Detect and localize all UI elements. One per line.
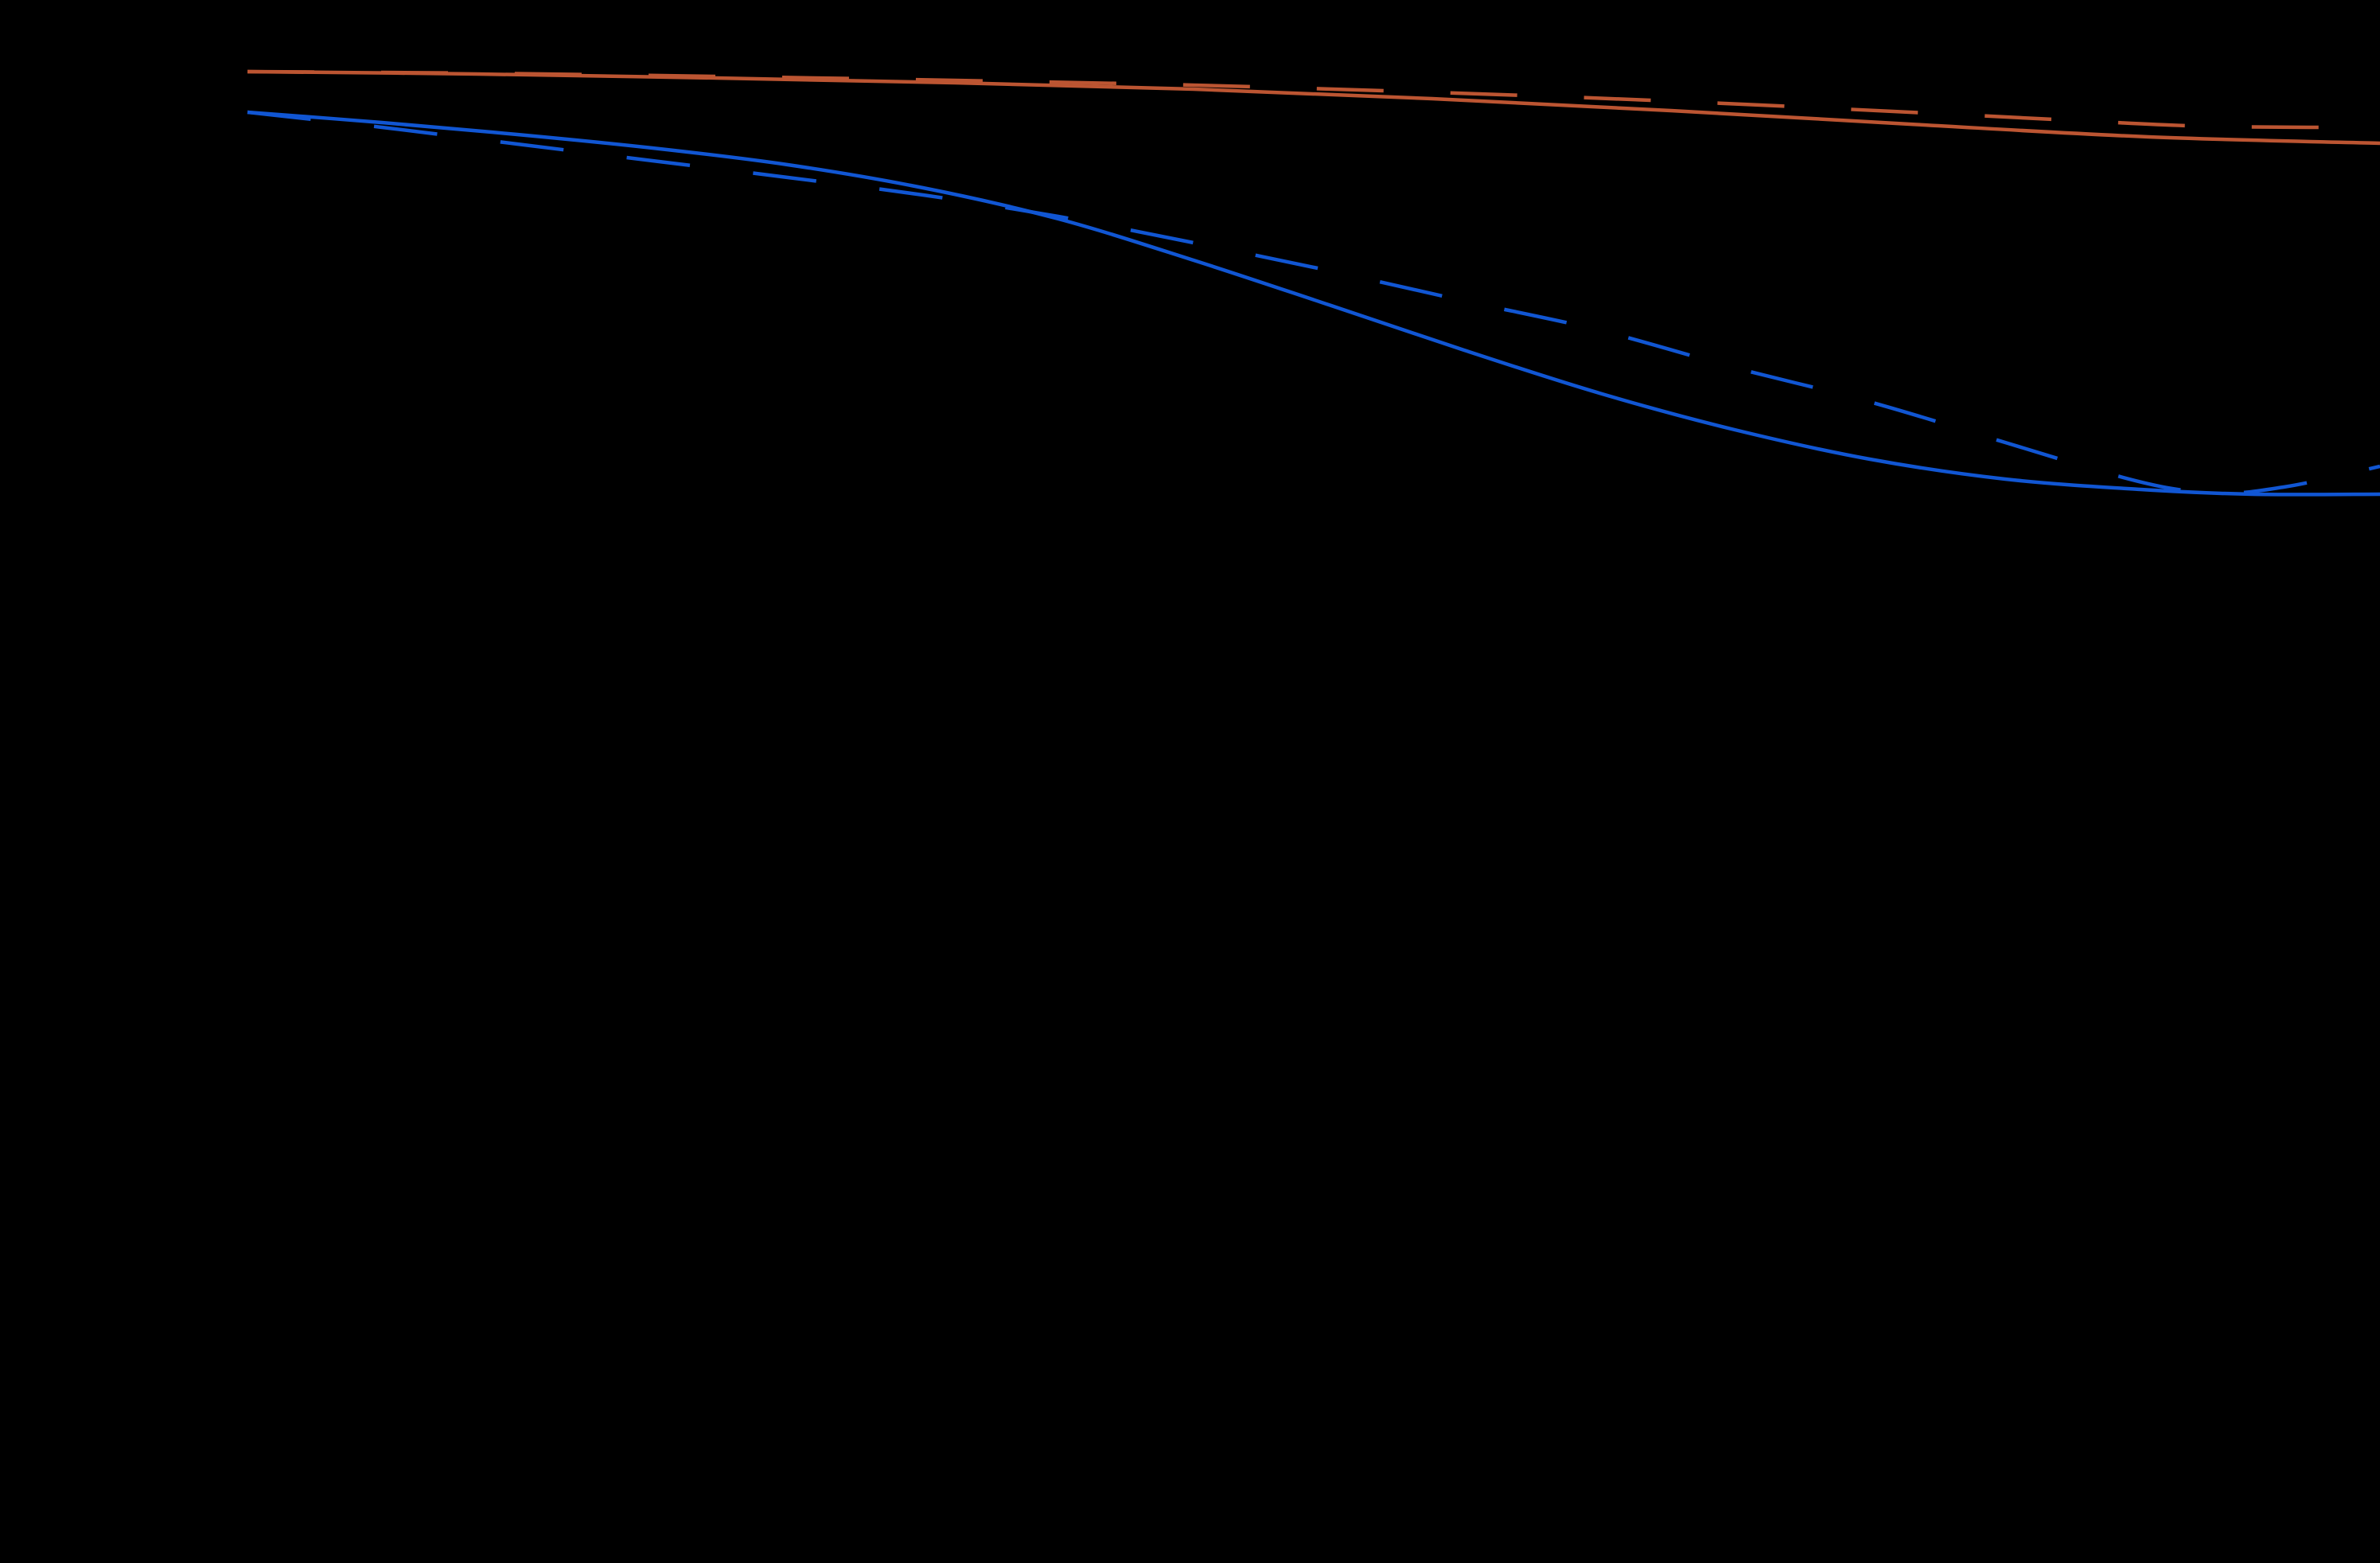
series-blue-dashed-line <box>247 110 2380 496</box>
series-blue-solid-line <box>247 110 2380 497</box>
series-orange-dashed-line <box>247 69 2380 130</box>
series-orange-solid-line <box>247 69 2380 146</box>
